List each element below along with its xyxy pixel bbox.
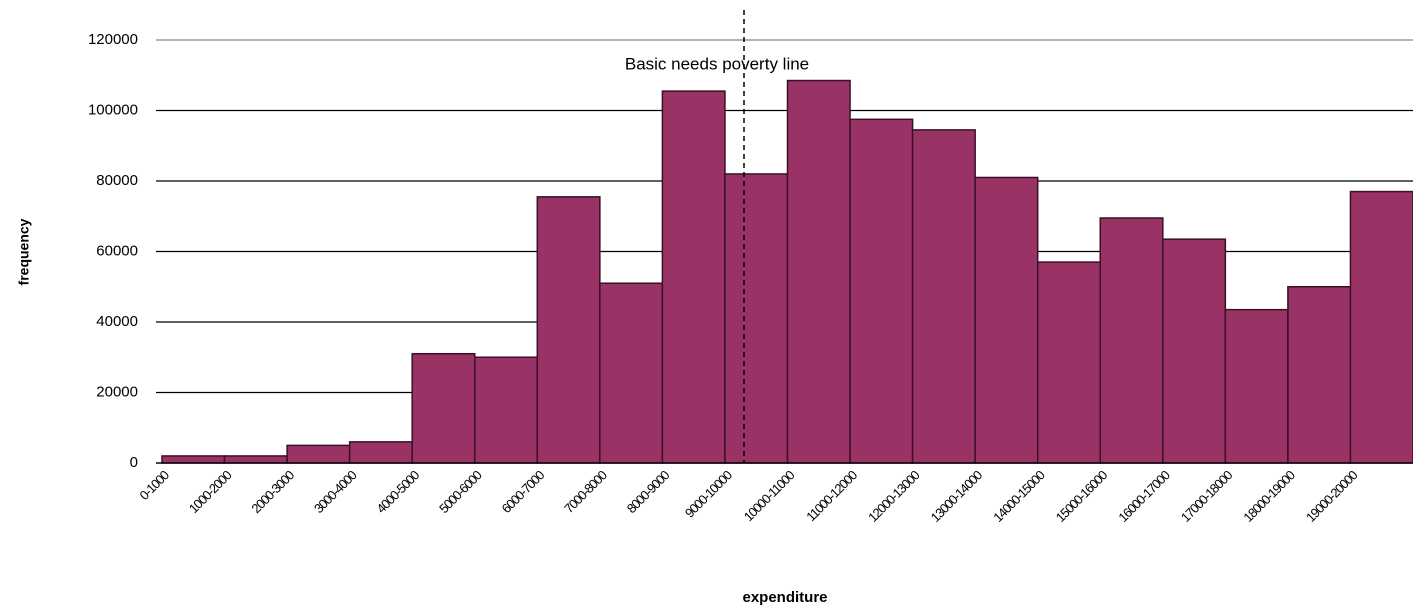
bar bbox=[536, 196, 601, 464]
y-axis-label: frequency bbox=[16, 218, 32, 285]
bar bbox=[286, 444, 351, 464]
x-axis-label: expenditure bbox=[742, 589, 827, 606]
x-tick-label: 0-1000 bbox=[137, 467, 173, 503]
x-tick-label: 14000-15000 bbox=[990, 467, 1048, 525]
bar bbox=[911, 129, 976, 464]
x-tick-label: 4000-5000 bbox=[374, 467, 423, 516]
x-tick-label: 3000-4000 bbox=[311, 467, 360, 516]
bar bbox=[974, 176, 1039, 464]
x-tick-label: 18000-19000 bbox=[1240, 467, 1298, 525]
bar bbox=[1162, 238, 1227, 464]
bar bbox=[786, 79, 851, 464]
bar bbox=[411, 352, 476, 464]
x-tick-label: 16000-17000 bbox=[1115, 467, 1173, 525]
bar bbox=[1099, 217, 1164, 464]
x-tick-label: 15000-16000 bbox=[1053, 467, 1111, 525]
x-tick-label: 10000-11000 bbox=[741, 467, 798, 524]
x-tick-label: 6000-7000 bbox=[499, 467, 548, 516]
y-tick-label: 80000 bbox=[96, 172, 138, 189]
bar bbox=[1349, 190, 1413, 464]
annotation: Basic needs poverty line bbox=[625, 54, 809, 73]
y-tick-label: 40000 bbox=[96, 313, 138, 330]
x-tick-label: 8000-9000 bbox=[624, 467, 673, 516]
x-tick-label: 19000-20000 bbox=[1303, 467, 1361, 525]
x-tick-label: 7000-8000 bbox=[561, 467, 610, 516]
y-tick-label: 120000 bbox=[88, 31, 138, 48]
bar bbox=[724, 173, 789, 464]
x-tick-label: 11000-12000 bbox=[803, 467, 860, 524]
x-tick-label: 5000-6000 bbox=[436, 467, 485, 516]
x-tick-label: 9000-10000 bbox=[682, 467, 735, 520]
y-tick-label: 0 bbox=[130, 454, 138, 471]
x-tick-label: 2000-3000 bbox=[248, 467, 297, 516]
bar bbox=[223, 455, 288, 464]
bar bbox=[1287, 286, 1352, 464]
bar bbox=[348, 441, 413, 464]
x-tick-label: 12000-13000 bbox=[865, 467, 923, 525]
x-tick-label: 1000-2000 bbox=[186, 467, 235, 516]
bar bbox=[1036, 261, 1101, 464]
bar bbox=[599, 282, 664, 464]
y-tick-label: 20000 bbox=[96, 383, 138, 400]
bar bbox=[661, 90, 726, 464]
y-tick-label: 100000 bbox=[88, 101, 138, 118]
bar bbox=[1224, 308, 1289, 464]
y-tick-label: 60000 bbox=[96, 242, 138, 259]
x-tick-label: 13000-14000 bbox=[928, 467, 986, 525]
bar bbox=[849, 118, 914, 464]
x-tick-label: 17000-18000 bbox=[1178, 467, 1236, 525]
bar bbox=[161, 455, 226, 464]
bar bbox=[474, 356, 539, 464]
